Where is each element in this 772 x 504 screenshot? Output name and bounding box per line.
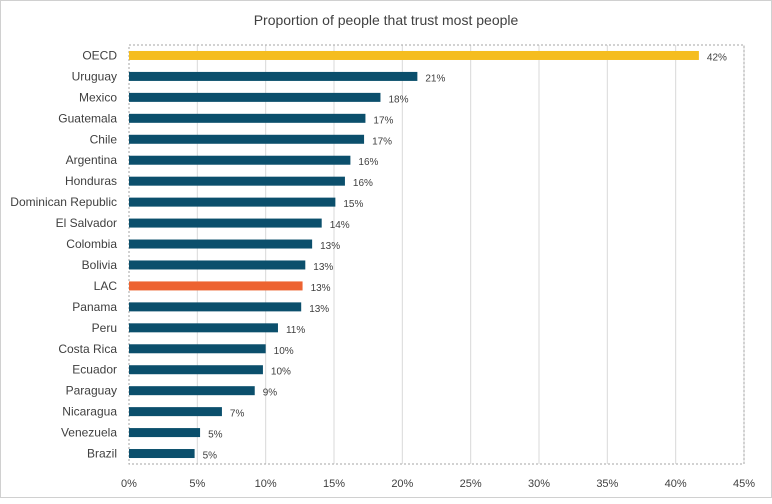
value-label-colombia: 13% xyxy=(320,241,340,252)
category-label-bolivia: Bolivia xyxy=(82,258,118,272)
bar-honduras xyxy=(129,176,345,186)
bar-dominican-republic xyxy=(129,197,336,207)
value-label-mexico: 18% xyxy=(388,94,408,105)
category-labels: OECD Uruguay Mexico Guatemala Chile Argentina… xyxy=(10,48,117,460)
x-tick-labels: 0% 5% 10% 15% 20% 25% 30% 35% 40% 45% xyxy=(121,478,755,490)
x-tick-label: 45% xyxy=(733,478,755,490)
category-label-peru: Peru xyxy=(92,321,117,335)
category-label-costa-rica: Costa Rica xyxy=(58,342,117,356)
value-label-costa-rica: 10% xyxy=(274,346,294,357)
value-label-brazil: 5% xyxy=(203,451,218,462)
value-label-ecuador: 10% xyxy=(271,367,291,378)
value-label-bolivia: 13% xyxy=(313,262,333,273)
bar-peru xyxy=(129,323,278,333)
x-tick-label: 25% xyxy=(460,478,482,490)
category-label-nicaragua: Nicaragua xyxy=(62,405,117,419)
bar-venezuela xyxy=(129,428,201,438)
value-label-argentina: 16% xyxy=(358,157,378,168)
bar-colombia xyxy=(129,239,313,249)
category-label-mexico: Mexico xyxy=(79,90,117,104)
category-label-oecd: OECD xyxy=(82,48,117,62)
category-label-ecuador: Ecuador xyxy=(72,363,117,377)
bar-nicaragua xyxy=(129,407,222,417)
category-label-el-salvador: El Salvador xyxy=(56,216,117,230)
category-label-honduras: Honduras xyxy=(65,174,117,188)
category-label-guatemala: Guatemala xyxy=(58,111,117,125)
value-label-oecd: 42% xyxy=(707,52,727,63)
bar-costa-rica xyxy=(129,344,266,354)
value-label-panama: 13% xyxy=(309,304,329,315)
x-tick-label: 5% xyxy=(189,478,205,490)
bar-ecuador xyxy=(129,365,263,375)
value-label-nicaragua: 7% xyxy=(230,409,245,420)
category-label-dominican-republic: Dominican Republic xyxy=(10,195,117,209)
category-label-brazil: Brazil xyxy=(87,447,117,461)
value-label-paraguay: 9% xyxy=(263,388,278,399)
category-label-panama: Panama xyxy=(72,300,117,314)
x-tick-label: 20% xyxy=(391,478,413,490)
value-label-venezuela: 5% xyxy=(208,430,223,441)
category-label-argentina: Argentina xyxy=(66,153,118,167)
value-label-uruguay: 21% xyxy=(425,73,445,84)
value-label-honduras: 16% xyxy=(353,178,373,189)
bar-mexico xyxy=(129,92,381,102)
x-tick-label: 40% xyxy=(665,478,687,490)
bar-chile xyxy=(129,134,365,144)
x-tick-label: 35% xyxy=(596,478,618,490)
x-tick-label: 10% xyxy=(255,478,277,490)
bar-el-salvador xyxy=(129,218,322,228)
bar-oecd xyxy=(129,50,699,60)
category-label-lac: LAC xyxy=(94,279,118,293)
value-labels: 42% 21% 18% 17% 17% 16% 16% 15% 14% 13% 13% 13% 13% 1… xyxy=(203,52,727,461)
bars xyxy=(129,50,699,459)
value-label-chile: 17% xyxy=(372,136,392,147)
x-tick-label: 0% xyxy=(121,478,137,490)
bar-brazil xyxy=(129,449,195,459)
value-label-guatemala: 17% xyxy=(373,115,393,126)
value-label-lac: 13% xyxy=(311,283,331,294)
x-tick-label: 15% xyxy=(323,478,345,490)
bar-guatemala xyxy=(129,113,366,123)
grid-lines xyxy=(196,45,745,464)
bar-argentina xyxy=(129,155,351,165)
category-label-paraguay: Paraguay xyxy=(66,384,117,398)
bar-lac xyxy=(129,281,303,291)
value-label-dominican-republic: 15% xyxy=(343,199,363,210)
chart-title: Proportion of people that trust most peo… xyxy=(254,12,519,28)
value-label-el-salvador: 14% xyxy=(330,220,350,231)
bar-bolivia xyxy=(129,260,306,270)
plot-area-border xyxy=(128,44,745,465)
category-label-venezuela: Venezuela xyxy=(61,426,117,440)
category-label-uruguay: Uruguay xyxy=(72,69,117,83)
x-tick-label: 30% xyxy=(528,478,550,490)
value-label-peru: 11% xyxy=(286,325,305,336)
bar-paraguay xyxy=(129,386,255,396)
bar-panama xyxy=(129,302,302,312)
category-label-colombia: Colombia xyxy=(66,237,117,251)
category-label-chile: Chile xyxy=(90,132,118,146)
bar-uruguay xyxy=(129,71,418,81)
